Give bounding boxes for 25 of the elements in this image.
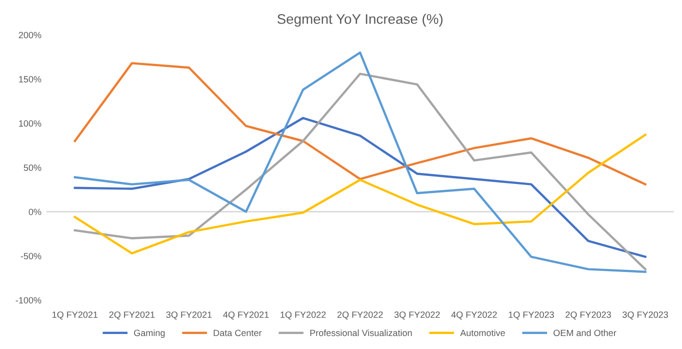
x-tick-label: 3Q FY2023: [622, 311, 668, 320]
y-tick-label: 50%: [24, 164, 42, 171]
x-tick-label: 1Q FY2023: [508, 311, 554, 320]
legend-label: Professional Visualization: [310, 329, 412, 336]
y-tick-label: -100%: [16, 297, 42, 304]
x-tick-label: 3Q FY2021: [166, 311, 212, 320]
y-tick-label: 0%: [28, 208, 42, 216]
x-tick-label: 3Q FY2022: [394, 311, 440, 320]
x-tick-label: 2Q FY2022: [337, 311, 383, 320]
x-tick-label: 4Q FY2021: [223, 311, 269, 320]
legend-label: Data Center: [214, 330, 262, 336]
legend-label: Automotive: [460, 329, 505, 336]
x-tick-label: 2Q FY2021: [109, 311, 155, 320]
x-tick-label: 2Q FY2023: [566, 311, 611, 320]
legend-label: Gaming: [134, 329, 165, 338]
chart-title: Segment YoY Increase (%): [277, 14, 443, 27]
legend-label: OEM and Other: [554, 329, 616, 336]
y-tick-label: 100%: [19, 120, 42, 127]
y-tick-label: 200%: [18, 32, 42, 38]
y-tick-label: -50%: [20, 252, 42, 260]
x-tick-label: 1Q FY2021: [52, 311, 98, 320]
x-tick-label: 1Q FY2022: [280, 311, 326, 320]
x-tick-label: 4Q FY2022: [451, 311, 497, 320]
y-tick-label: 150%: [19, 76, 42, 82]
line-series: [74, 62, 646, 186]
